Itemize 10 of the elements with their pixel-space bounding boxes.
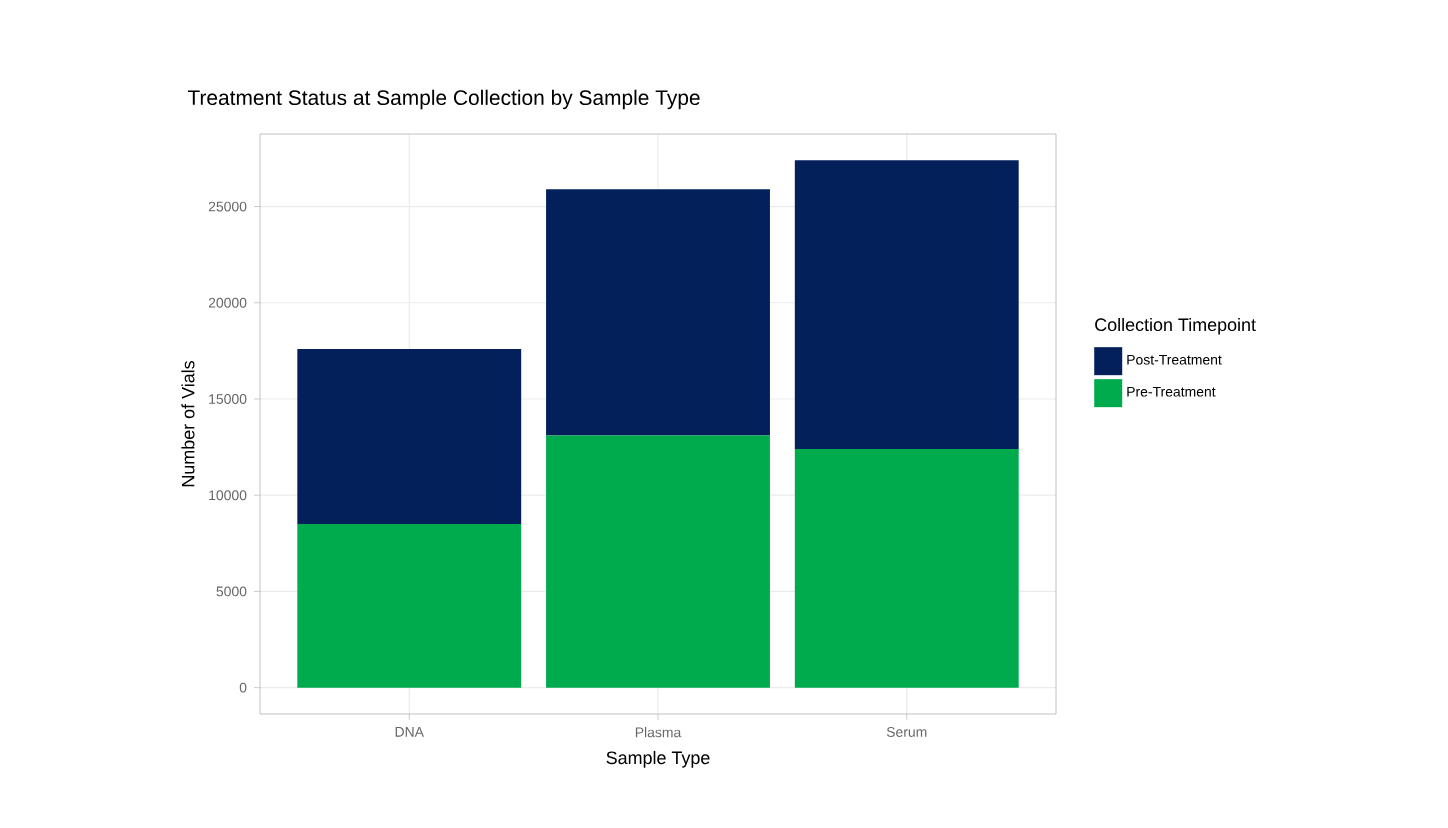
x-axis-title: Sample Type [606, 750, 710, 768]
chart-title: Treatment Status at Sample Collection by Sample Type [187, 89, 700, 110]
bar [546, 435, 770, 688]
bar [297, 524, 522, 688]
y-axis-title: Number of Vials [181, 361, 195, 487]
legend-title: Collection Timepoint [1095, 317, 1256, 335]
bar [794, 160, 1019, 450]
bar [297, 348, 522, 525]
bar [546, 189, 770, 436]
bar [794, 449, 1019, 688]
